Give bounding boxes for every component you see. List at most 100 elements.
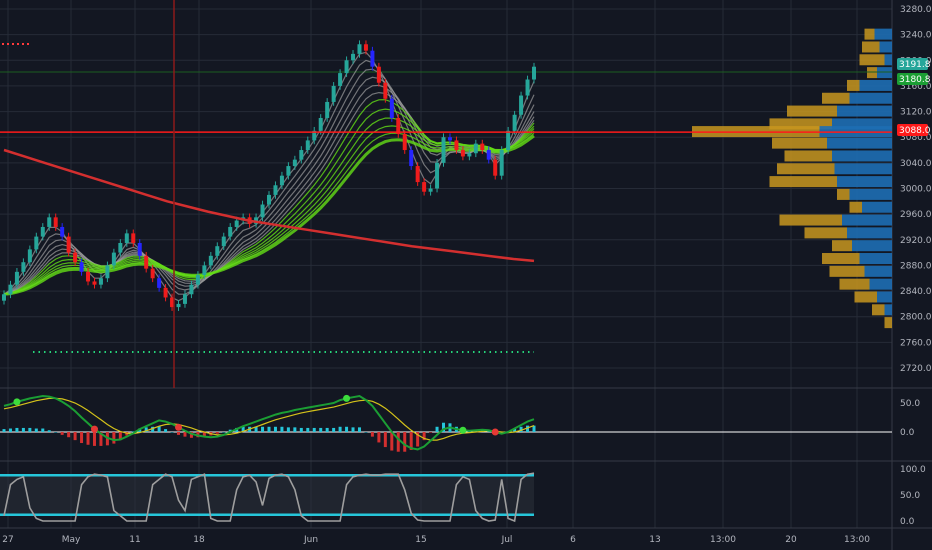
candle-body[interactable] [176, 303, 181, 308]
candle-body[interactable] [8, 284, 13, 295]
candle-body[interactable] [428, 188, 433, 192]
candle-body[interactable] [338, 73, 343, 86]
candle-body[interactable] [144, 255, 149, 269]
candle-body[interactable] [131, 233, 136, 243]
candle-body[interactable] [357, 44, 362, 54]
candle-body[interactable] [234, 220, 239, 227]
candle-body[interactable] [473, 143, 478, 154]
vp-up-bar [837, 105, 892, 117]
candle-body[interactable] [396, 117, 401, 135]
candle-body[interactable] [292, 159, 297, 167]
candle-body[interactable] [286, 166, 291, 176]
candle-body[interactable] [66, 236, 71, 253]
candle-body[interactable] [383, 82, 388, 99]
vp-up-bar [832, 118, 892, 130]
candle-body[interactable] [21, 262, 26, 272]
candle-body[interactable] [27, 249, 32, 263]
candle-body[interactable] [98, 278, 103, 285]
macd-hist-bar [364, 432, 368, 433]
candle-body[interactable] [47, 217, 52, 227]
candle-body[interactable] [512, 114, 517, 131]
vp-down-bar [884, 317, 892, 329]
time-tick-label: Jul [501, 535, 513, 545]
candle-body[interactable] [86, 271, 91, 282]
candle-body[interactable] [163, 287, 168, 298]
candle-body[interactable] [486, 150, 491, 160]
candle-body[interactable] [447, 137, 452, 141]
vp-up-bar [877, 291, 892, 303]
candle-body[interactable] [351, 53, 356, 61]
candle-body[interactable] [460, 150, 465, 157]
candle-body[interactable] [260, 204, 265, 218]
candle-body[interactable] [370, 50, 375, 67]
candle-body[interactable] [14, 271, 19, 285]
candle-body[interactable] [182, 294, 187, 304]
candle-body[interactable] [415, 166, 420, 183]
candle-body[interactable] [325, 101, 330, 118]
candle-body[interactable] [267, 194, 271, 205]
candle-body[interactable] [312, 130, 317, 141]
vp-down-bar [822, 253, 860, 265]
candle-body[interactable] [435, 162, 440, 189]
candle-body[interactable] [422, 182, 427, 192]
macd-hist-bar [370, 432, 374, 437]
candle-body[interactable] [79, 262, 84, 272]
candle-body[interactable] [331, 85, 336, 102]
candle-body[interactable] [73, 252, 78, 263]
candle-body[interactable] [137, 242, 142, 256]
candle-body[interactable] [215, 246, 220, 256]
candle-body[interactable] [318, 117, 323, 131]
candle-body[interactable] [170, 297, 175, 308]
candle-body[interactable] [532, 66, 536, 80]
candle-body[interactable] [92, 281, 97, 285]
candle-body[interactable] [493, 159, 498, 176]
macd-hist-bar [332, 427, 336, 432]
candle-body[interactable] [105, 265, 110, 279]
macd-cross-dot [343, 394, 351, 402]
candle-body[interactable] [305, 140, 310, 151]
candle-body[interactable] [273, 185, 278, 195]
candle-body[interactable] [124, 233, 129, 243]
candle-body[interactable] [525, 79, 530, 96]
candle-body[interactable] [150, 268, 155, 279]
candle-body[interactable] [409, 150, 414, 167]
candle-body[interactable] [40, 226, 45, 237]
candle-body[interactable] [389, 98, 394, 118]
candle-body[interactable] [221, 236, 226, 247]
macd-hist-bar [151, 426, 155, 432]
candle-body[interactable] [111, 252, 116, 266]
price-candles[interactable] [2, 40, 536, 311]
candle-body[interactable] [376, 66, 381, 83]
ribbon-line [3, 125, 535, 295]
candle-body[interactable] [2, 294, 6, 301]
candle-body[interactable] [344, 60, 349, 74]
candle-body[interactable] [299, 150, 304, 160]
macd-hist-bar [261, 426, 265, 432]
candle-body[interactable] [195, 275, 200, 285]
vp-up-bar [834, 163, 892, 175]
candle-body[interactable] [157, 278, 162, 288]
macd-cross-dot [175, 423, 183, 431]
candle-body[interactable] [202, 265, 207, 276]
candle-body[interactable] [402, 134, 407, 151]
candle-body[interactable] [506, 130, 511, 151]
time-tick-label: 13:00 [844, 535, 870, 545]
macd-hist-bar [293, 427, 297, 432]
price-tick-label: 3160.0 [900, 82, 932, 92]
candle-body[interactable] [34, 236, 39, 250]
candle-body[interactable] [480, 143, 485, 151]
candle-body[interactable] [189, 284, 194, 295]
candle-body[interactable] [118, 242, 123, 253]
candle-body[interactable] [53, 217, 58, 227]
candle-body[interactable] [519, 95, 524, 115]
candle-body[interactable] [60, 226, 65, 237]
candle-body[interactable] [441, 137, 446, 163]
candle-body[interactable] [208, 255, 213, 266]
candle-body[interactable] [228, 226, 233, 237]
candle-body[interactable] [467, 153, 472, 157]
candle-body[interactable] [279, 175, 284, 186]
candle-body[interactable] [363, 44, 368, 51]
candle-body[interactable] [454, 140, 459, 151]
candle-body[interactable] [499, 150, 504, 176]
